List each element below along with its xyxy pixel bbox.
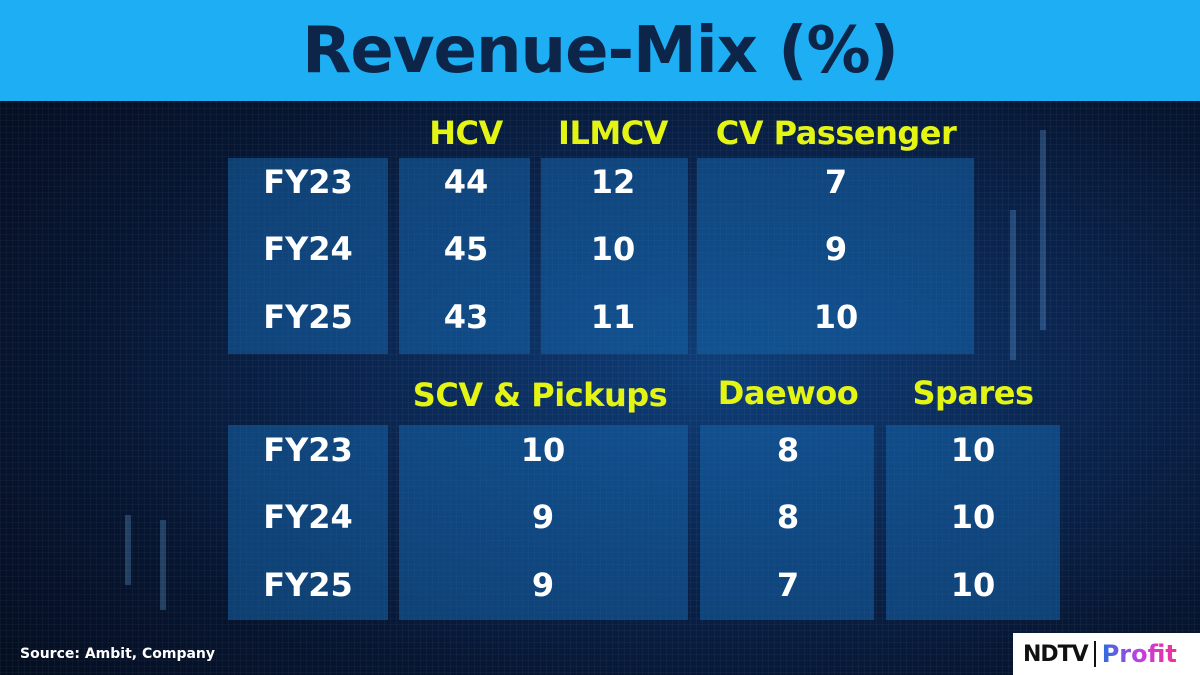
header-cv-passenger: CV Passenger xyxy=(715,114,957,152)
header-hcv: HCV xyxy=(429,114,503,152)
year-label: FY25 xyxy=(263,298,353,336)
table-cell: 44 xyxy=(443,163,489,201)
source-note: Source: Ambit, Company xyxy=(20,646,216,662)
table-cell: 43 xyxy=(443,298,489,336)
table-cell: 9 xyxy=(531,498,555,536)
table-cell: 10 xyxy=(813,298,859,336)
header-spares: Spares xyxy=(912,374,1034,412)
table-cell: 8 xyxy=(776,498,800,536)
logo-divider xyxy=(1093,641,1096,667)
decorative-bar xyxy=(160,520,166,610)
year-column-box xyxy=(228,158,388,354)
cv-passenger-column-box xyxy=(697,158,974,354)
decorative-bar xyxy=(1010,210,1016,360)
title-bar: Revenue-Mix (%) xyxy=(0,0,1200,101)
spares-column-box xyxy=(886,425,1060,620)
page-title: Revenue-Mix (%) xyxy=(302,13,899,88)
header-daewoo: Daewoo xyxy=(717,374,859,412)
table-cell: 10 xyxy=(520,431,566,469)
ilmcv-column-box xyxy=(541,158,688,354)
table-cell: 10 xyxy=(950,431,996,469)
logo-product: Profit xyxy=(1101,640,1177,668)
table-cell: 7 xyxy=(776,566,800,604)
table-cell: 7 xyxy=(824,163,848,201)
table-cell: 8 xyxy=(776,431,800,469)
decorative-bar xyxy=(125,515,131,585)
year-label: FY24 xyxy=(263,230,353,268)
ndtv-profit-logo: NDTV Profit xyxy=(1013,633,1200,675)
year-label: FY25 xyxy=(263,566,353,604)
year-label: FY23 xyxy=(263,431,353,469)
scv-column-box xyxy=(399,425,688,620)
year-label: FY23 xyxy=(263,163,353,201)
table-cell: 10 xyxy=(950,498,996,536)
year-label: FY24 xyxy=(263,498,353,536)
table-cell: 10 xyxy=(590,230,636,268)
table-cell: 9 xyxy=(824,230,848,268)
table-cell: 11 xyxy=(590,298,636,336)
table-cell: 9 xyxy=(531,566,555,604)
table-cell: 12 xyxy=(590,163,636,201)
hcv-column-box xyxy=(399,158,530,354)
decorative-bar xyxy=(1040,130,1046,330)
header-ilmcv: ILMCV xyxy=(558,114,668,152)
table-cell: 10 xyxy=(950,566,996,604)
year-column-box xyxy=(228,425,388,620)
daewoo-column-box xyxy=(700,425,874,620)
logo-brand: NDTV xyxy=(1023,641,1089,667)
header-scv-pickups: SCV & Pickups xyxy=(412,376,668,414)
table-cell: 45 xyxy=(443,230,489,268)
